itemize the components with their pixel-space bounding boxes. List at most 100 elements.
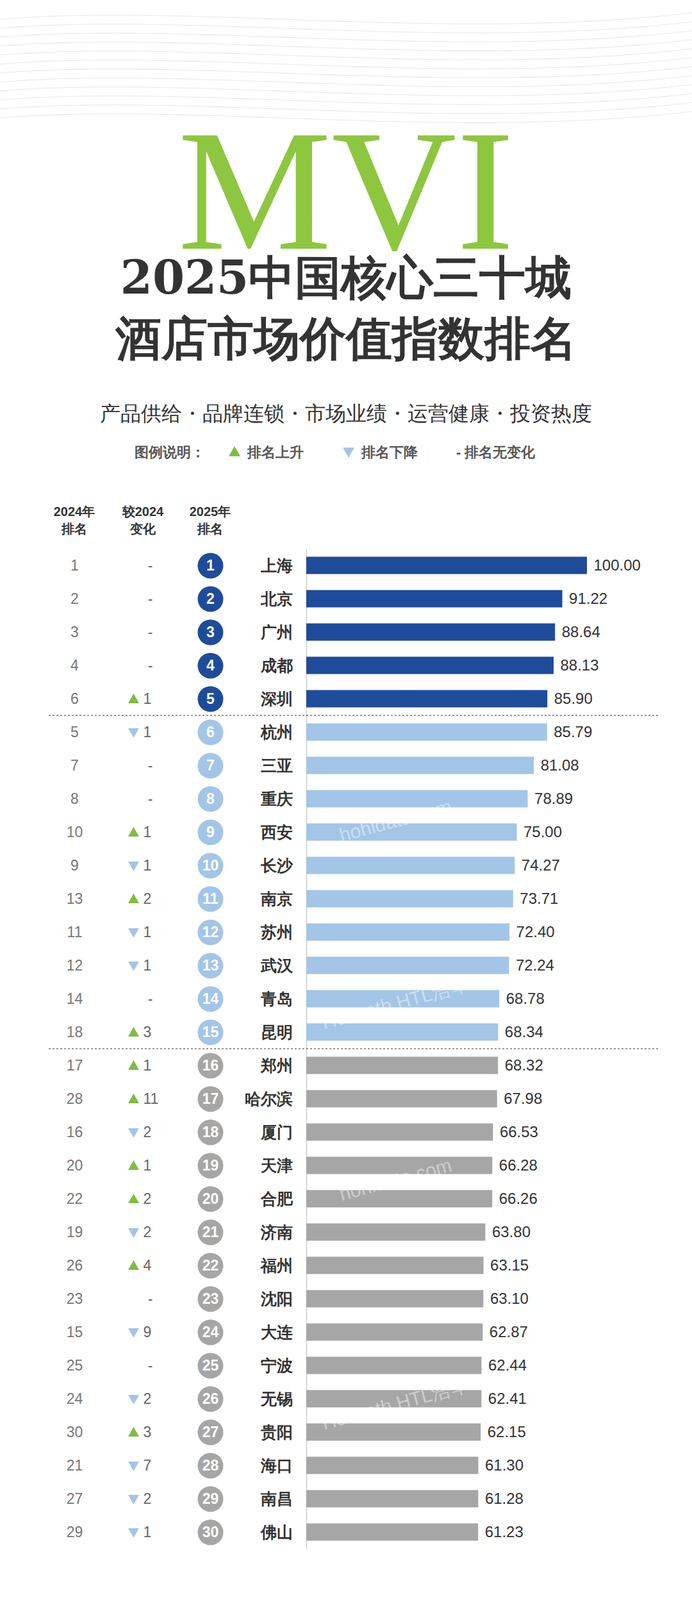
svg-text:63.80: 63.80	[492, 1222, 531, 1240]
svg-text:68.34: 68.34	[504, 1022, 544, 1040]
svg-text:1: 1	[143, 823, 152, 841]
svg-text:12: 12	[202, 923, 220, 940]
svg-text:2: 2	[143, 1389, 152, 1407]
svg-text:20: 20	[66, 1156, 84, 1174]
svg-text:62.41: 62.41	[488, 1389, 527, 1407]
svg-text:28: 28	[202, 1456, 220, 1474]
svg-text:14: 14	[66, 989, 84, 1007]
svg-text:23: 23	[66, 1289, 84, 1307]
svg-text:22: 22	[202, 1256, 220, 1274]
svg-text:排名下降: 排名下降	[360, 444, 419, 461]
svg-text:21: 21	[202, 1223, 220, 1240]
svg-text:南昌: 南昌	[260, 1489, 293, 1508]
svg-text:上海: 上海	[260, 556, 293, 575]
svg-text:无锡: 无锡	[260, 1389, 293, 1408]
svg-text:厦门: 厦门	[260, 1122, 293, 1141]
svg-text:68.32: 68.32	[504, 1055, 544, 1074]
svg-text:南京: 南京	[260, 889, 293, 908]
svg-text:6: 6	[70, 690, 79, 707]
svg-text:郑州: 郑州	[260, 1055, 293, 1074]
svg-text:25: 25	[202, 1356, 220, 1374]
svg-text:哈尔滨: 哈尔滨	[244, 1089, 293, 1108]
svg-text:2: 2	[70, 590, 79, 607]
svg-text:昆明: 昆明	[260, 1022, 293, 1041]
svg-text:5: 5	[206, 690, 215, 707]
svg-text:91.22: 91.22	[568, 589, 608, 607]
svg-text:74.27: 74.27	[521, 856, 561, 874]
svg-text:Horwath HTL浩华: Horwath HTL浩华	[319, 972, 472, 1033]
svg-text:2: 2	[143, 1223, 152, 1240]
svg-text:青岛: 青岛	[260, 989, 293, 1008]
svg-text:-: -	[148, 623, 154, 641]
svg-text:重庆: 重庆	[260, 789, 293, 808]
svg-text:1: 1	[143, 923, 152, 940]
svg-text:62.44: 62.44	[488, 1355, 527, 1374]
svg-text:8: 8	[206, 790, 215, 807]
svg-text:66.26: 66.26	[499, 1189, 538, 1207]
svg-text:30: 30	[202, 1523, 220, 1540]
svg-text:hohidata.com: hohidata.com	[337, 795, 455, 846]
svg-text:2: 2	[143, 1123, 152, 1140]
svg-text:29: 29	[202, 1489, 220, 1507]
svg-text:18: 18	[66, 1023, 84, 1040]
svg-text:海口: 海口	[260, 1455, 293, 1474]
svg-text:1: 1	[143, 856, 152, 874]
svg-text:85.79: 85.79	[553, 722, 593, 741]
svg-text:30: 30	[66, 1423, 84, 1440]
svg-text:11: 11	[67, 923, 83, 940]
svg-text:11: 11	[202, 889, 219, 907]
svg-text:产品供给・品牌连锁・市场业绩・运营健康・投资热度: 产品供给・品牌连锁・市场业绩・运营健康・投资热度	[99, 401, 593, 425]
svg-text:长沙: 长沙	[260, 856, 294, 874]
svg-text:13: 13	[66, 889, 84, 907]
svg-text:10: 10	[66, 823, 84, 841]
svg-text:22: 22	[66, 1189, 84, 1207]
svg-text:75.00: 75.00	[523, 822, 562, 841]
svg-text:88.13: 88.13	[560, 656, 600, 674]
svg-text:1: 1	[143, 690, 152, 707]
svg-text:2: 2	[143, 1189, 152, 1207]
svg-text:62.87: 62.87	[489, 1322, 528, 1340]
svg-text:福州: 福州	[260, 1255, 293, 1274]
svg-text:2025中国核心三十城: 2025中国核心三十城	[120, 249, 572, 305]
svg-text:沈阳: 沈阳	[260, 1289, 293, 1308]
svg-text:西安: 西安	[260, 822, 293, 841]
svg-text:11: 11	[143, 1089, 159, 1107]
svg-text:72.24: 72.24	[515, 955, 555, 974]
svg-text:变化: 变化	[129, 521, 157, 536]
svg-text:27: 27	[66, 1489, 84, 1507]
svg-text:2024年: 2024年	[53, 504, 96, 519]
svg-text:7: 7	[206, 756, 215, 774]
svg-text:大连: 大连	[260, 1322, 293, 1341]
svg-text:排名: 排名	[60, 521, 88, 536]
svg-text:12: 12	[66, 956, 84, 974]
svg-text:武汉: 武汉	[260, 955, 294, 974]
svg-text:排名: 排名	[196, 521, 223, 536]
svg-text:4: 4	[70, 656, 79, 674]
svg-text:Horwath HTL浩华: Horwath HTL浩华	[319, 1373, 472, 1433]
svg-text:61.30: 61.30	[485, 1455, 524, 1474]
svg-text:17: 17	[202, 1089, 220, 1107]
svg-text:8: 8	[70, 790, 79, 807]
svg-text:3: 3	[143, 1423, 152, 1440]
svg-text:25: 25	[66, 1356, 84, 1374]
svg-text:1: 1	[143, 723, 152, 741]
svg-text:2025年: 2025年	[189, 504, 232, 519]
svg-text:北京: 北京	[260, 589, 293, 608]
svg-text:81.08: 81.08	[540, 756, 580, 774]
svg-text:10: 10	[202, 856, 220, 874]
svg-text:-: -	[148, 756, 154, 774]
svg-text:7: 7	[70, 756, 79, 774]
svg-text:1: 1	[70, 556, 79, 574]
svg-text:61.23: 61.23	[485, 1522, 524, 1540]
svg-text:成都: 成都	[260, 656, 293, 675]
svg-text:62.15: 62.15	[487, 1422, 527, 1440]
svg-text:三亚: 三亚	[260, 756, 293, 775]
svg-text:济南: 济南	[260, 1222, 293, 1241]
svg-text:13: 13	[202, 956, 220, 974]
svg-text:5: 5	[70, 723, 79, 741]
svg-text:3: 3	[143, 1023, 152, 1040]
svg-text:-: -	[148, 656, 154, 674]
svg-text:2: 2	[206, 590, 215, 607]
svg-text:1: 1	[143, 956, 152, 974]
svg-text:73.71: 73.71	[519, 889, 559, 907]
